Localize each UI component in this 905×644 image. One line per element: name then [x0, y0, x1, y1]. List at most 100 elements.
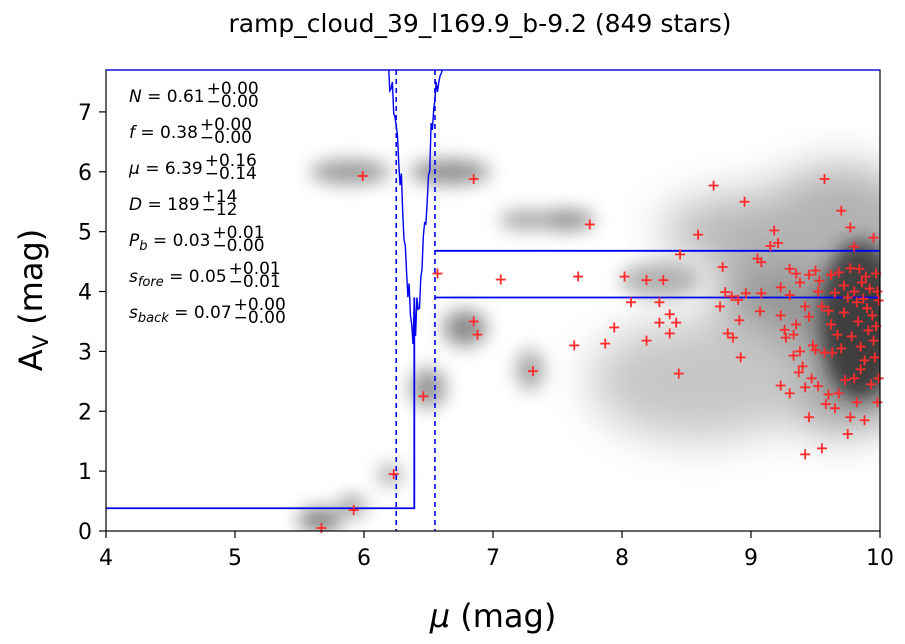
data-point [825, 319, 836, 330]
data-point [836, 343, 847, 354]
data-point [418, 391, 429, 402]
data-point [495, 274, 506, 285]
data-point [797, 361, 808, 372]
data-point [846, 331, 857, 342]
data-point [727, 332, 738, 343]
x-tick-label: 10 [866, 546, 894, 571]
data-point [788, 350, 799, 361]
data-point [810, 345, 821, 356]
data-point [733, 294, 744, 305]
data-point [872, 286, 883, 297]
data-point [693, 229, 704, 240]
data-point [863, 325, 874, 336]
data-point [856, 277, 867, 288]
x-tick-label: 6 [357, 546, 371, 571]
data-point [840, 375, 851, 386]
data-point [348, 505, 359, 516]
points-layer [316, 170, 884, 534]
data-point [756, 257, 767, 268]
data-point [795, 277, 806, 288]
data-point [791, 319, 802, 330]
data-point [800, 382, 811, 393]
data-point [855, 341, 866, 352]
data-point [722, 328, 733, 339]
data-point [740, 288, 751, 299]
data-point [845, 412, 856, 423]
annotation-lower-error: −0.01 [229, 272, 281, 292]
data-point [867, 310, 878, 321]
data-point [845, 263, 856, 274]
data-point [784, 263, 795, 274]
data-point [838, 280, 849, 291]
data-point [708, 180, 719, 191]
data-point [775, 380, 786, 391]
data-point [859, 415, 870, 426]
model-layer [106, 70, 880, 531]
x-axis-title: μ (mag) [429, 597, 557, 635]
data-point [573, 271, 584, 282]
data-point [853, 316, 864, 327]
data-point [838, 307, 849, 318]
data-point [468, 173, 479, 184]
data-point [804, 311, 815, 322]
data-point [784, 388, 795, 399]
annotation-upper-error: +0.00 [234, 295, 286, 315]
data-point [769, 225, 780, 236]
data-point [432, 268, 443, 279]
data-point [664, 328, 675, 339]
annotation-lower-error: −0.00 [207, 92, 259, 112]
annotation-lower-error: −0.00 [212, 236, 264, 256]
data-point [819, 173, 830, 184]
density-layer [298, 160, 880, 531]
data-point [827, 347, 838, 358]
data-point [849, 241, 860, 252]
data-point [804, 269, 815, 280]
data-point [641, 275, 652, 286]
y-tick-label: 0 [78, 520, 92, 545]
data-point [658, 275, 669, 286]
data-point [584, 219, 595, 230]
data-point [832, 329, 843, 340]
data-point [862, 303, 873, 314]
y-axis-title: AV (mag) [12, 229, 53, 372]
data-point [784, 290, 795, 301]
data-point [765, 241, 776, 252]
data-point [626, 297, 637, 308]
data-point [814, 275, 825, 286]
annotation-upper-error: +0.01 [229, 259, 281, 279]
data-point [868, 232, 879, 243]
data-point [791, 268, 802, 279]
data-point [800, 449, 811, 460]
data-point [775, 310, 786, 321]
x-tick-label: 9 [744, 546, 758, 571]
y-tick-label: 4 [78, 281, 92, 306]
data-point [851, 397, 862, 408]
annotation-upper-error: +14 [202, 187, 238, 207]
data-point [773, 238, 784, 249]
data-point [788, 329, 799, 340]
data-point [793, 367, 804, 378]
data-point [388, 469, 399, 480]
data-point [833, 267, 844, 278]
data-point [735, 352, 746, 363]
data-point [858, 293, 869, 304]
data-point [849, 373, 860, 384]
annotation-upper-error: +0.16 [205, 151, 257, 171]
data-point [654, 297, 665, 308]
data-point [823, 305, 834, 316]
data-point [755, 306, 766, 317]
data-point [851, 297, 862, 308]
data-point [468, 316, 479, 327]
annotation-5: Pb = 0.03 [129, 231, 210, 254]
annotation-2: f = 0.38 [129, 123, 198, 143]
data-point [756, 288, 767, 299]
data-point [654, 317, 665, 328]
data-point [800, 301, 811, 312]
probability-curve [388, 70, 443, 345]
data-point [860, 271, 871, 282]
data-point [717, 261, 728, 272]
annotation-lower-error: −12 [202, 200, 238, 220]
data-point [813, 381, 824, 392]
data-point [833, 388, 844, 399]
data-point [720, 287, 731, 298]
